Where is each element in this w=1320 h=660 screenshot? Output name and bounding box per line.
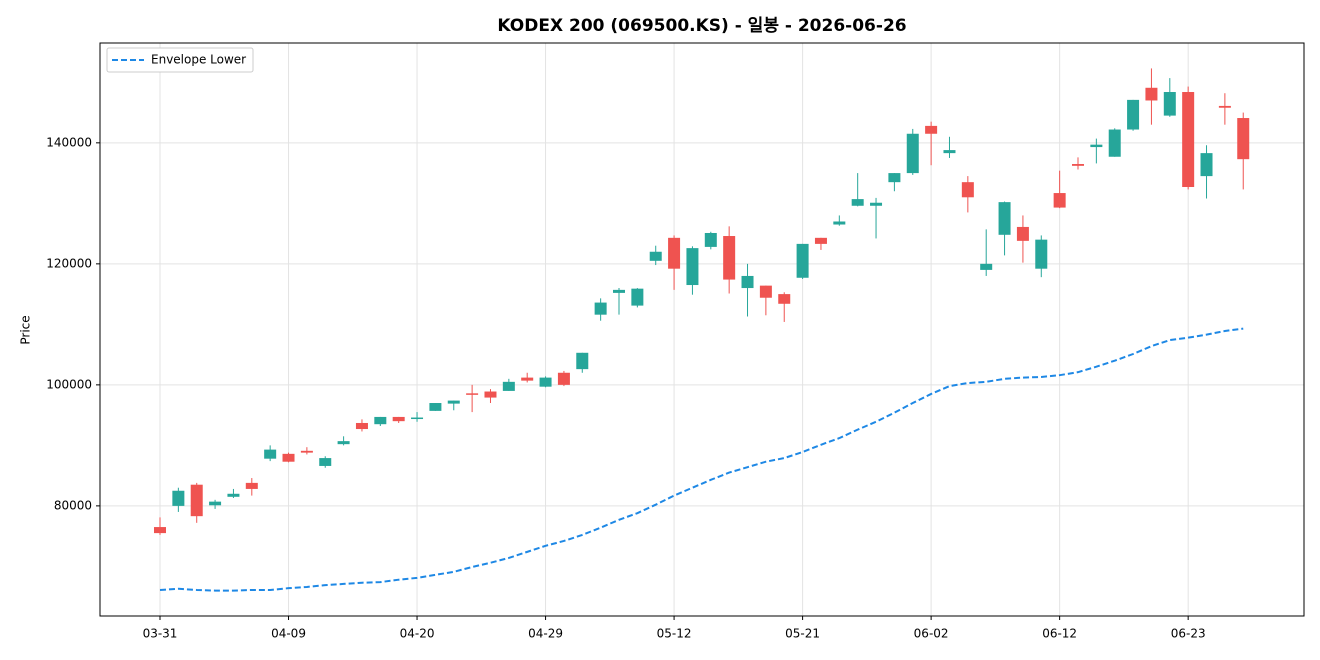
candle-body [227, 493, 240, 497]
candle-body [502, 381, 515, 391]
candle-body [1072, 164, 1084, 166]
candle-body [686, 248, 699, 286]
candle-body [1200, 153, 1213, 177]
x-tick-label: 05-12 [657, 627, 692, 641]
candle-body [723, 236, 736, 280]
candle-body [778, 294, 791, 304]
plot-frame [99, 42, 1305, 617]
x-tick-label: 04-29 [528, 627, 563, 641]
y-axis-label: Price [19, 315, 33, 344]
candle-body [209, 501, 222, 506]
candle-body [906, 133, 919, 174]
candle-body [282, 453, 295, 462]
candle-body [466, 393, 479, 395]
candle-body [1108, 129, 1121, 157]
candle-body [154, 527, 166, 534]
candle-body [796, 243, 809, 278]
candle-body [1127, 99, 1140, 130]
candle-body [447, 400, 460, 404]
candle-body [557, 372, 570, 385]
x-tick-label: 04-09 [271, 627, 306, 641]
candle-body [264, 449, 277, 459]
legend-label: Envelope Lower [151, 53, 246, 67]
y-tick-label: 120000 [46, 256, 92, 270]
candle-body [631, 288, 644, 306]
candle-body [1163, 92, 1176, 116]
candle-body [1090, 144, 1103, 148]
y-tick-label: 80000 [54, 498, 92, 512]
candle-body [521, 377, 534, 381]
candle-body [870, 202, 883, 206]
candle-body [649, 251, 662, 261]
x-tick-label: 06-02 [914, 627, 949, 641]
candle-body [1016, 226, 1029, 241]
legend-box [106, 47, 254, 73]
candle-body [374, 416, 387, 425]
candle-body [925, 125, 938, 134]
chart-title: KODEX 200 (069500.KS) - 일봉 - 2026-06-26 [497, 16, 906, 36]
candle-body [594, 302, 607, 315]
candle-body [1035, 239, 1048, 269]
candle-body [576, 352, 589, 370]
x-tick-label: 05-21 [785, 627, 820, 641]
candle-body [888, 173, 901, 183]
candle-body [668, 237, 681, 269]
y-tick-label: 100000 [46, 377, 92, 391]
candle-body [392, 416, 405, 422]
x-tick-label: 03-31 [143, 627, 178, 641]
candle-body [355, 422, 368, 430]
candle-body [833, 221, 846, 225]
candle-body [741, 275, 754, 289]
x-tick-label: 06-23 [1171, 627, 1206, 641]
candle-body [1182, 92, 1195, 188]
candle-body [851, 199, 864, 206]
candle-body [190, 484, 203, 517]
candle-body [172, 490, 185, 506]
candle-body [429, 403, 442, 411]
candle-body [245, 482, 258, 489]
candle-body [980, 263, 993, 270]
candle-body [484, 391, 497, 398]
x-tick-label: 04-20 [400, 627, 435, 641]
candle-body [300, 450, 313, 453]
candle-body [943, 150, 956, 154]
candle-body [411, 417, 424, 420]
candle-body [337, 441, 350, 445]
y-tick-label: 140000 [46, 135, 92, 149]
envelope-line [159, 327, 1244, 592]
candle-body [613, 289, 625, 293]
candle-body [961, 182, 974, 198]
candle-body [814, 237, 827, 244]
candle-body [998, 202, 1011, 235]
x-tick-label: 06-12 [1042, 627, 1077, 641]
candle-body [1053, 193, 1066, 208]
candle-body [319, 458, 332, 466]
candle-body [1218, 105, 1231, 108]
candle-body [1237, 118, 1250, 160]
candle-body [759, 285, 772, 298]
candle-body [1145, 87, 1158, 101]
candle-body [704, 232, 717, 247]
candle-body [539, 377, 552, 387]
